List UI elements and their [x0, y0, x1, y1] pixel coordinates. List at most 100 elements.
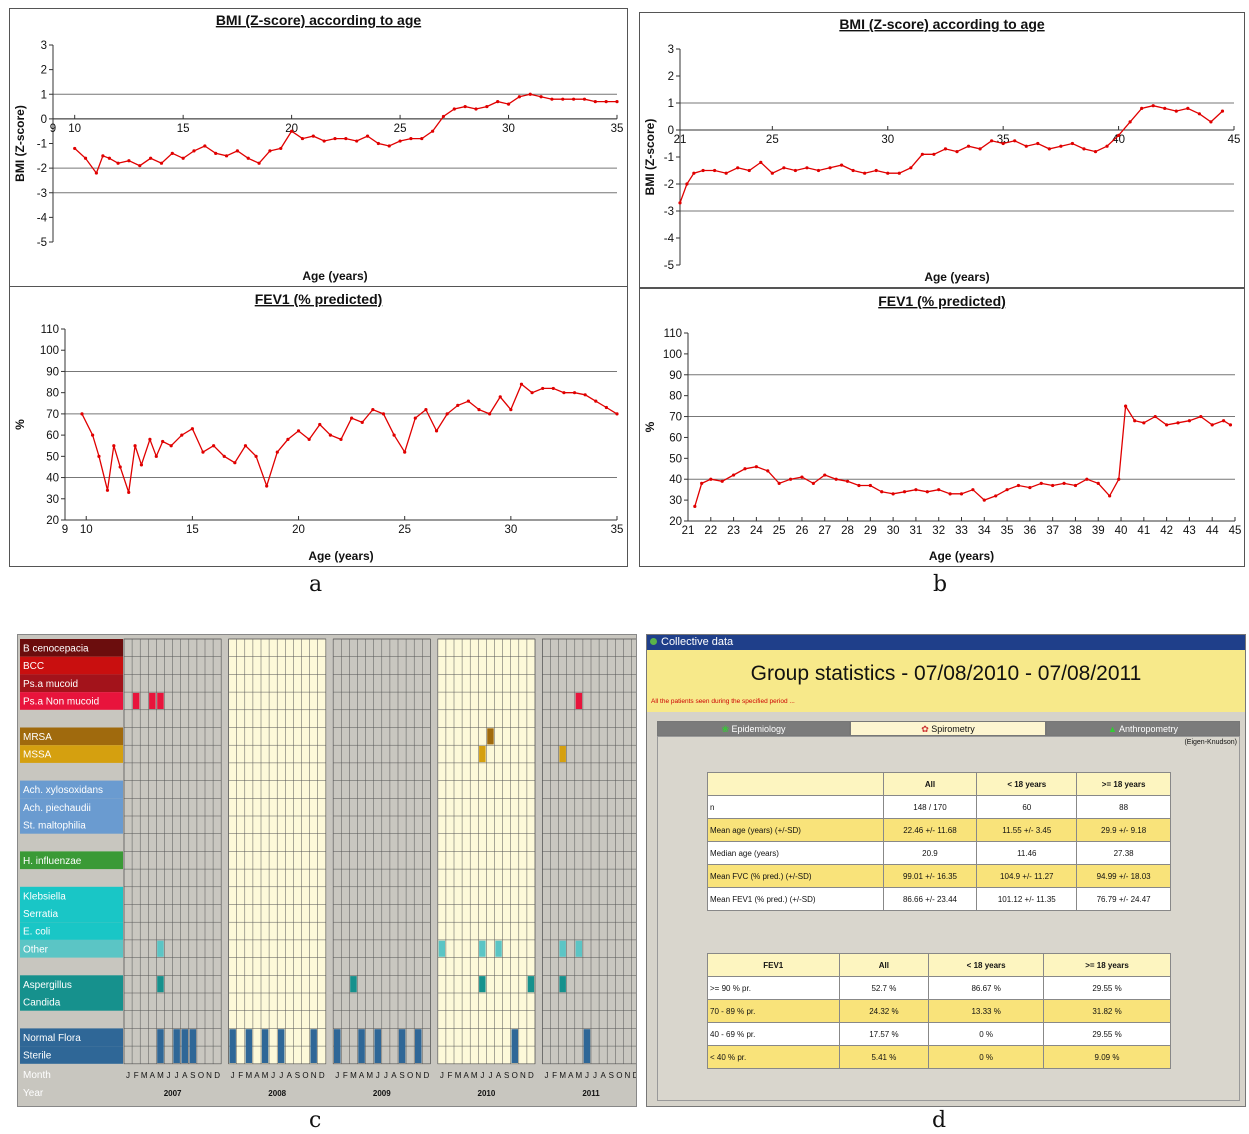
- data-point: [296, 429, 301, 433]
- data-point: [572, 391, 577, 395]
- data-point: [857, 483, 861, 488]
- organism-label: Other: [23, 944, 49, 955]
- table-row: 40 - 69 % pr. 17.57 % 0 % 29.55 %: [707, 1022, 1171, 1046]
- data-point: [214, 151, 218, 155]
- month-letter: A: [359, 1071, 365, 1080]
- month-letter: M: [366, 1071, 373, 1080]
- detection-cell: [157, 940, 164, 957]
- month-letter: J: [480, 1071, 484, 1080]
- table-row: n 148 / 170 60 88: [707, 795, 1171, 819]
- year-label: 2007: [164, 1089, 182, 1098]
- y-tick-label: 110: [41, 324, 59, 336]
- data-point: [1140, 106, 1144, 110]
- data-point: [169, 444, 173, 448]
- tab-epidemiology[interactable]: ❀ Epidemiology: [657, 721, 850, 736]
- data-point: [724, 171, 728, 175]
- table-cell: 76.79 +/- 24.47: [1076, 887, 1171, 911]
- data-point: [107, 156, 111, 160]
- y-tick-label: 100: [40, 345, 59, 357]
- chart-title: FEV1 (% predicted): [878, 293, 1006, 309]
- y-axis-label: %: [13, 419, 27, 430]
- data-point: [83, 156, 88, 160]
- y-tick-label: 100: [663, 349, 682, 361]
- data-point: [793, 168, 798, 173]
- organism-swatch: [20, 692, 123, 710]
- x-tick-label: 21: [674, 134, 687, 146]
- month-letter: J: [384, 1071, 388, 1080]
- month-letter: D: [423, 1071, 429, 1080]
- data-point: [441, 114, 446, 119]
- data-point: [80, 412, 84, 416]
- x-tick-label: 15: [177, 123, 190, 135]
- organism-swatch: [20, 1028, 123, 1047]
- data-point: [693, 504, 697, 508]
- y-tick-label: 50: [669, 453, 682, 465]
- table-header-cell: All: [882, 772, 978, 796]
- y-tick-label: -3: [664, 206, 674, 218]
- data-point: [593, 100, 597, 104]
- x-tick-label: 35: [611, 123, 624, 135]
- data-point: [519, 382, 524, 386]
- data-point: [112, 444, 116, 448]
- data-point: [311, 134, 315, 138]
- x-tick-label: 22: [704, 525, 717, 537]
- month-letter: A: [150, 1071, 156, 1080]
- table-row: 70 - 89 % pr. 24.32 % 13.33 % 31.82 %: [707, 999, 1171, 1023]
- data-point: [990, 139, 994, 143]
- tab-anthropometry[interactable]: ▲ Anthropometry: [1046, 721, 1240, 736]
- month-letter: S: [399, 1071, 404, 1080]
- y-tick-label: 3: [668, 44, 674, 56]
- x-tick-label: 31: [910, 525, 923, 537]
- month-letter: N: [625, 1071, 631, 1080]
- month-letter: F: [134, 1071, 139, 1080]
- data-point: [154, 454, 158, 458]
- table-header-cell: FEV1: [707, 953, 840, 977]
- data-point: [1197, 112, 1201, 116]
- tab-spirometry[interactable]: ✿ Spirometry: [850, 721, 1046, 736]
- data-point: [138, 164, 142, 168]
- data-point: [1174, 109, 1178, 113]
- organism-label: Candida: [23, 998, 61, 1009]
- detection-cell: [415, 1029, 422, 1063]
- page-subtitle: All the patients seen during the specifi…: [651, 698, 795, 705]
- organism-label: B cenocepacia: [23, 644, 89, 655]
- month-letter: M: [471, 1071, 478, 1080]
- data-point: [902, 490, 907, 494]
- chart-b-fev1: FEV1 (% predicted) 20 30 40 50 60 70 80 90 100 110…: [639, 288, 1245, 567]
- month-letter: S: [190, 1071, 195, 1080]
- x-tick-label: 38: [1069, 525, 1082, 537]
- table-header-cell: >= 18 years: [1076, 772, 1171, 796]
- panel-label-a: a: [309, 572, 323, 597]
- chart-svg: BMI (Z-score) according to age -5 -4 -3 -2 -1…: [643, 16, 1240, 284]
- app-icon: [650, 638, 657, 645]
- year-label: 2009: [373, 1089, 391, 1098]
- table-cell: 29.55 %: [1043, 976, 1171, 1000]
- data-point: [1117, 477, 1121, 481]
- data-point: [982, 498, 986, 502]
- data-point: [243, 444, 248, 448]
- month-letter: J: [175, 1071, 179, 1080]
- data-point: [800, 475, 804, 479]
- page-title: Group statistics - 07/08/2010 - 07/08/20…: [750, 662, 1142, 685]
- detection-cell: [245, 1029, 253, 1063]
- organism-swatch: [20, 886, 123, 905]
- data-point: [874, 168, 878, 173]
- data-point: [561, 97, 565, 101]
- data-point: [350, 416, 354, 420]
- y-tick-label: 30: [46, 494, 59, 506]
- month-letter: N: [206, 1071, 212, 1080]
- month-letter: A: [600, 1071, 606, 1080]
- y-tick-label: 0: [668, 125, 674, 137]
- x-tick-label: 9: [50, 123, 56, 135]
- organism-swatch: [20, 639, 123, 657]
- data-point: [530, 391, 534, 395]
- organism-label: Sterile: [23, 1051, 52, 1062]
- data-point: [170, 151, 174, 155]
- panel-label-b: b: [933, 572, 948, 597]
- table-cell: 148 / 170: [882, 795, 978, 819]
- table-cell: 24.32 %: [838, 999, 930, 1023]
- data-point: [743, 467, 747, 471]
- data-point: [811, 481, 815, 485]
- organism-swatch: [20, 939, 123, 958]
- month-letter: F: [343, 1071, 348, 1080]
